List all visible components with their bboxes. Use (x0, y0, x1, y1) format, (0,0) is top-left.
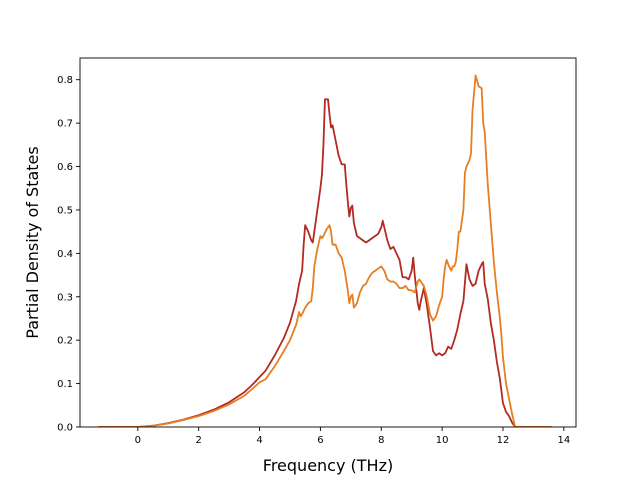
x-tick-label: 6 (317, 435, 323, 446)
y-tick-label: 0.1 (57, 379, 73, 390)
series-line-2 (98, 74, 552, 427)
y-tick-label: 0.8 (57, 75, 73, 86)
x-tick-label: 10 (436, 435, 449, 446)
y-tick-label: 0.4 (57, 249, 73, 260)
y-tick-label: 0.6 (57, 162, 73, 173)
x-tick-label: 0 (135, 435, 141, 446)
x-axis-label: Frequency (THz) (263, 456, 393, 475)
y-axis-label: Partial Density of States (23, 146, 42, 338)
series-line-1 (98, 98, 552, 427)
series-layer (98, 74, 552, 427)
y-tick-label: 0.2 (57, 336, 73, 347)
y-tick-label: 0.0 (57, 423, 73, 434)
ticks-layer: 0 2 4 6 8 10 12 14 0.0 0.1 0.2 0.3 0.4 0.5 0.6 0.7 0.8 (57, 75, 570, 446)
x-tick-label: 14 (557, 435, 570, 446)
x-tick-label: 12 (497, 435, 510, 446)
y-tick-label: 0.5 (57, 205, 73, 216)
axes-frame (79, 57, 577, 428)
x-tick-label: 4 (256, 435, 262, 446)
x-tick-label: 8 (378, 435, 384, 446)
x-tick-label: 2 (195, 435, 201, 446)
y-tick-label: 0.7 (57, 119, 73, 130)
y-tick-label: 0.3 (57, 292, 73, 303)
